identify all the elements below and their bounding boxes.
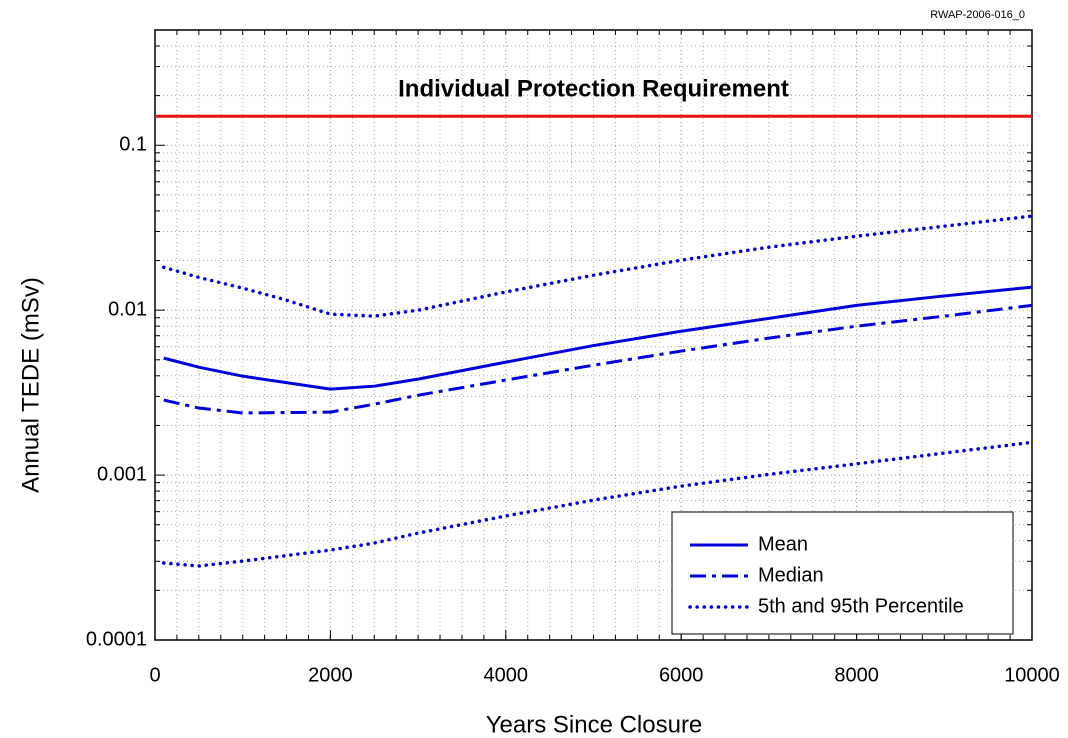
- series-line: [162, 440, 1034, 568]
- corner-note: RWAP-2006-016_0: [930, 9, 1025, 21]
- y-tick-label: 0.001: [97, 463, 147, 485]
- y-tick-label: 0.01: [108, 298, 147, 320]
- legend-label: 5th and 95th Percentile: [758, 595, 964, 617]
- series-line: [163, 303, 1033, 415]
- x-tick-label: 0: [149, 664, 160, 686]
- legend-box: [671, 511, 1014, 635]
- y-axis-label: Annual TEDE (mSv): [17, 277, 44, 493]
- reference-label: Individual Protection Requirement: [398, 76, 789, 103]
- x-tick-label: 2000: [308, 664, 353, 686]
- plot-frame: [154, 29, 1033, 641]
- x-tick-label: 4000: [484, 664, 529, 686]
- x-tick-label: 10000: [1004, 664, 1060, 686]
- y-tick-label: 0.1: [119, 134, 147, 156]
- legend-label: Mean: [758, 533, 808, 555]
- x-tick-label: 6000: [659, 664, 704, 686]
- series-line: [163, 285, 1033, 391]
- legend-label: Median: [758, 564, 824, 586]
- series-line: [162, 214, 1034, 318]
- x-axis-label: Years Since Closure: [486, 711, 703, 738]
- y-tick-label: 0.0001: [86, 628, 147, 650]
- x-tick-label: 8000: [834, 664, 879, 686]
